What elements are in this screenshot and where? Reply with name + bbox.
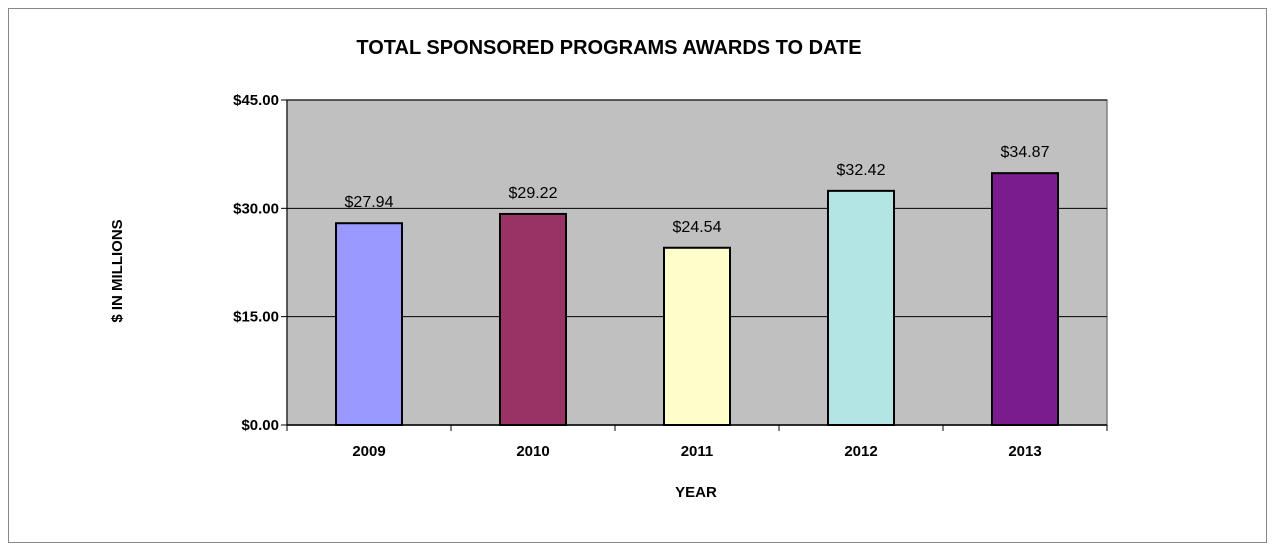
data-label: $27.94 — [345, 194, 394, 211]
y-tick-label: $45.00 — [233, 92, 279, 109]
x-tick-label: 2009 — [352, 443, 385, 460]
bar — [991, 172, 1059, 426]
bar — [827, 189, 895, 426]
bar — [663, 246, 731, 426]
data-label: $24.54 — [673, 219, 722, 236]
plot-area: $0.00 $15.00 $30.00 $45.00 $27.94 2009 $29.22 2… — [233, 92, 1108, 460]
y-axis-title: $ IN MILLIONS — [109, 219, 126, 322]
data-label: $32.42 — [837, 162, 886, 179]
x-tick-label: 2011 — [681, 443, 714, 460]
data-label: $34.87 — [1001, 144, 1050, 161]
bar — [499, 212, 567, 426]
y-tick-label: $0.00 — [241, 417, 279, 434]
x-tick-label: 2010 — [516, 443, 549, 460]
data-label: $29.22 — [509, 185, 558, 202]
x-axis-title: YEAR — [675, 484, 717, 501]
chart-title: TOTAL SPONSORED PROGRAMS AWARDS TO DATE — [356, 37, 861, 59]
y-tick-label: $30.00 — [233, 200, 279, 217]
y-tick-label: $15.00 — [233, 309, 279, 326]
x-tick-label: 2012 — [844, 443, 877, 460]
x-tick-label: 2013 — [1008, 443, 1041, 460]
bar — [335, 222, 403, 426]
